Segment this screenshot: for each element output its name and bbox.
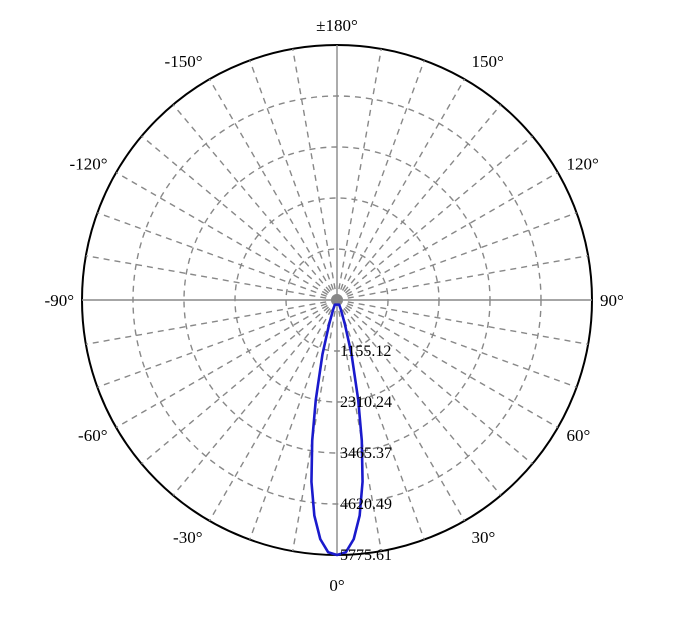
- angle-label: -150°: [165, 52, 203, 71]
- angle-label: 90°: [600, 291, 624, 310]
- angle-label: -30°: [173, 528, 202, 547]
- angle-label: 120°: [566, 155, 598, 174]
- angle-label: -120°: [70, 155, 108, 174]
- ring-label: 5775.61: [340, 547, 392, 564]
- polar-chart: 0° 30° 60° 90° 120° 150° ±180° -150° -120° -90° -6…: [0, 0, 674, 625]
- angle-label: -90°: [45, 291, 74, 310]
- polar-chart-svg: 0° 30° 60° 90° 120° 150° ±180° -150° -120° -90° -6…: [0, 0, 674, 625]
- angle-label: ±180°: [316, 16, 358, 35]
- angle-label: 60°: [566, 426, 590, 445]
- ring-label: 4620.49: [340, 496, 392, 513]
- ring-label: 3465.37: [340, 445, 392, 462]
- ring-label: 2310.24: [340, 394, 392, 411]
- angle-label: 150°: [472, 52, 504, 71]
- ring-label: 1155.12: [340, 343, 391, 360]
- angle-label: -60°: [78, 426, 107, 445]
- angle-label: 0°: [329, 576, 344, 595]
- angle-label: 30°: [472, 528, 496, 547]
